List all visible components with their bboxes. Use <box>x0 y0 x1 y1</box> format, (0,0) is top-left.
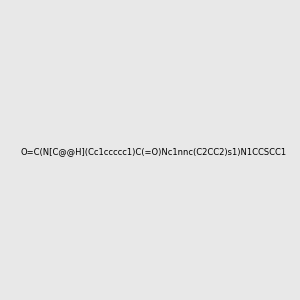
Text: O=C(N[C@@H](Cc1ccccc1)C(=O)Nc1nnc(C2CC2)s1)N1CCSCC1: O=C(N[C@@H](Cc1ccccc1)C(=O)Nc1nnc(C2CC2)… <box>21 147 287 156</box>
